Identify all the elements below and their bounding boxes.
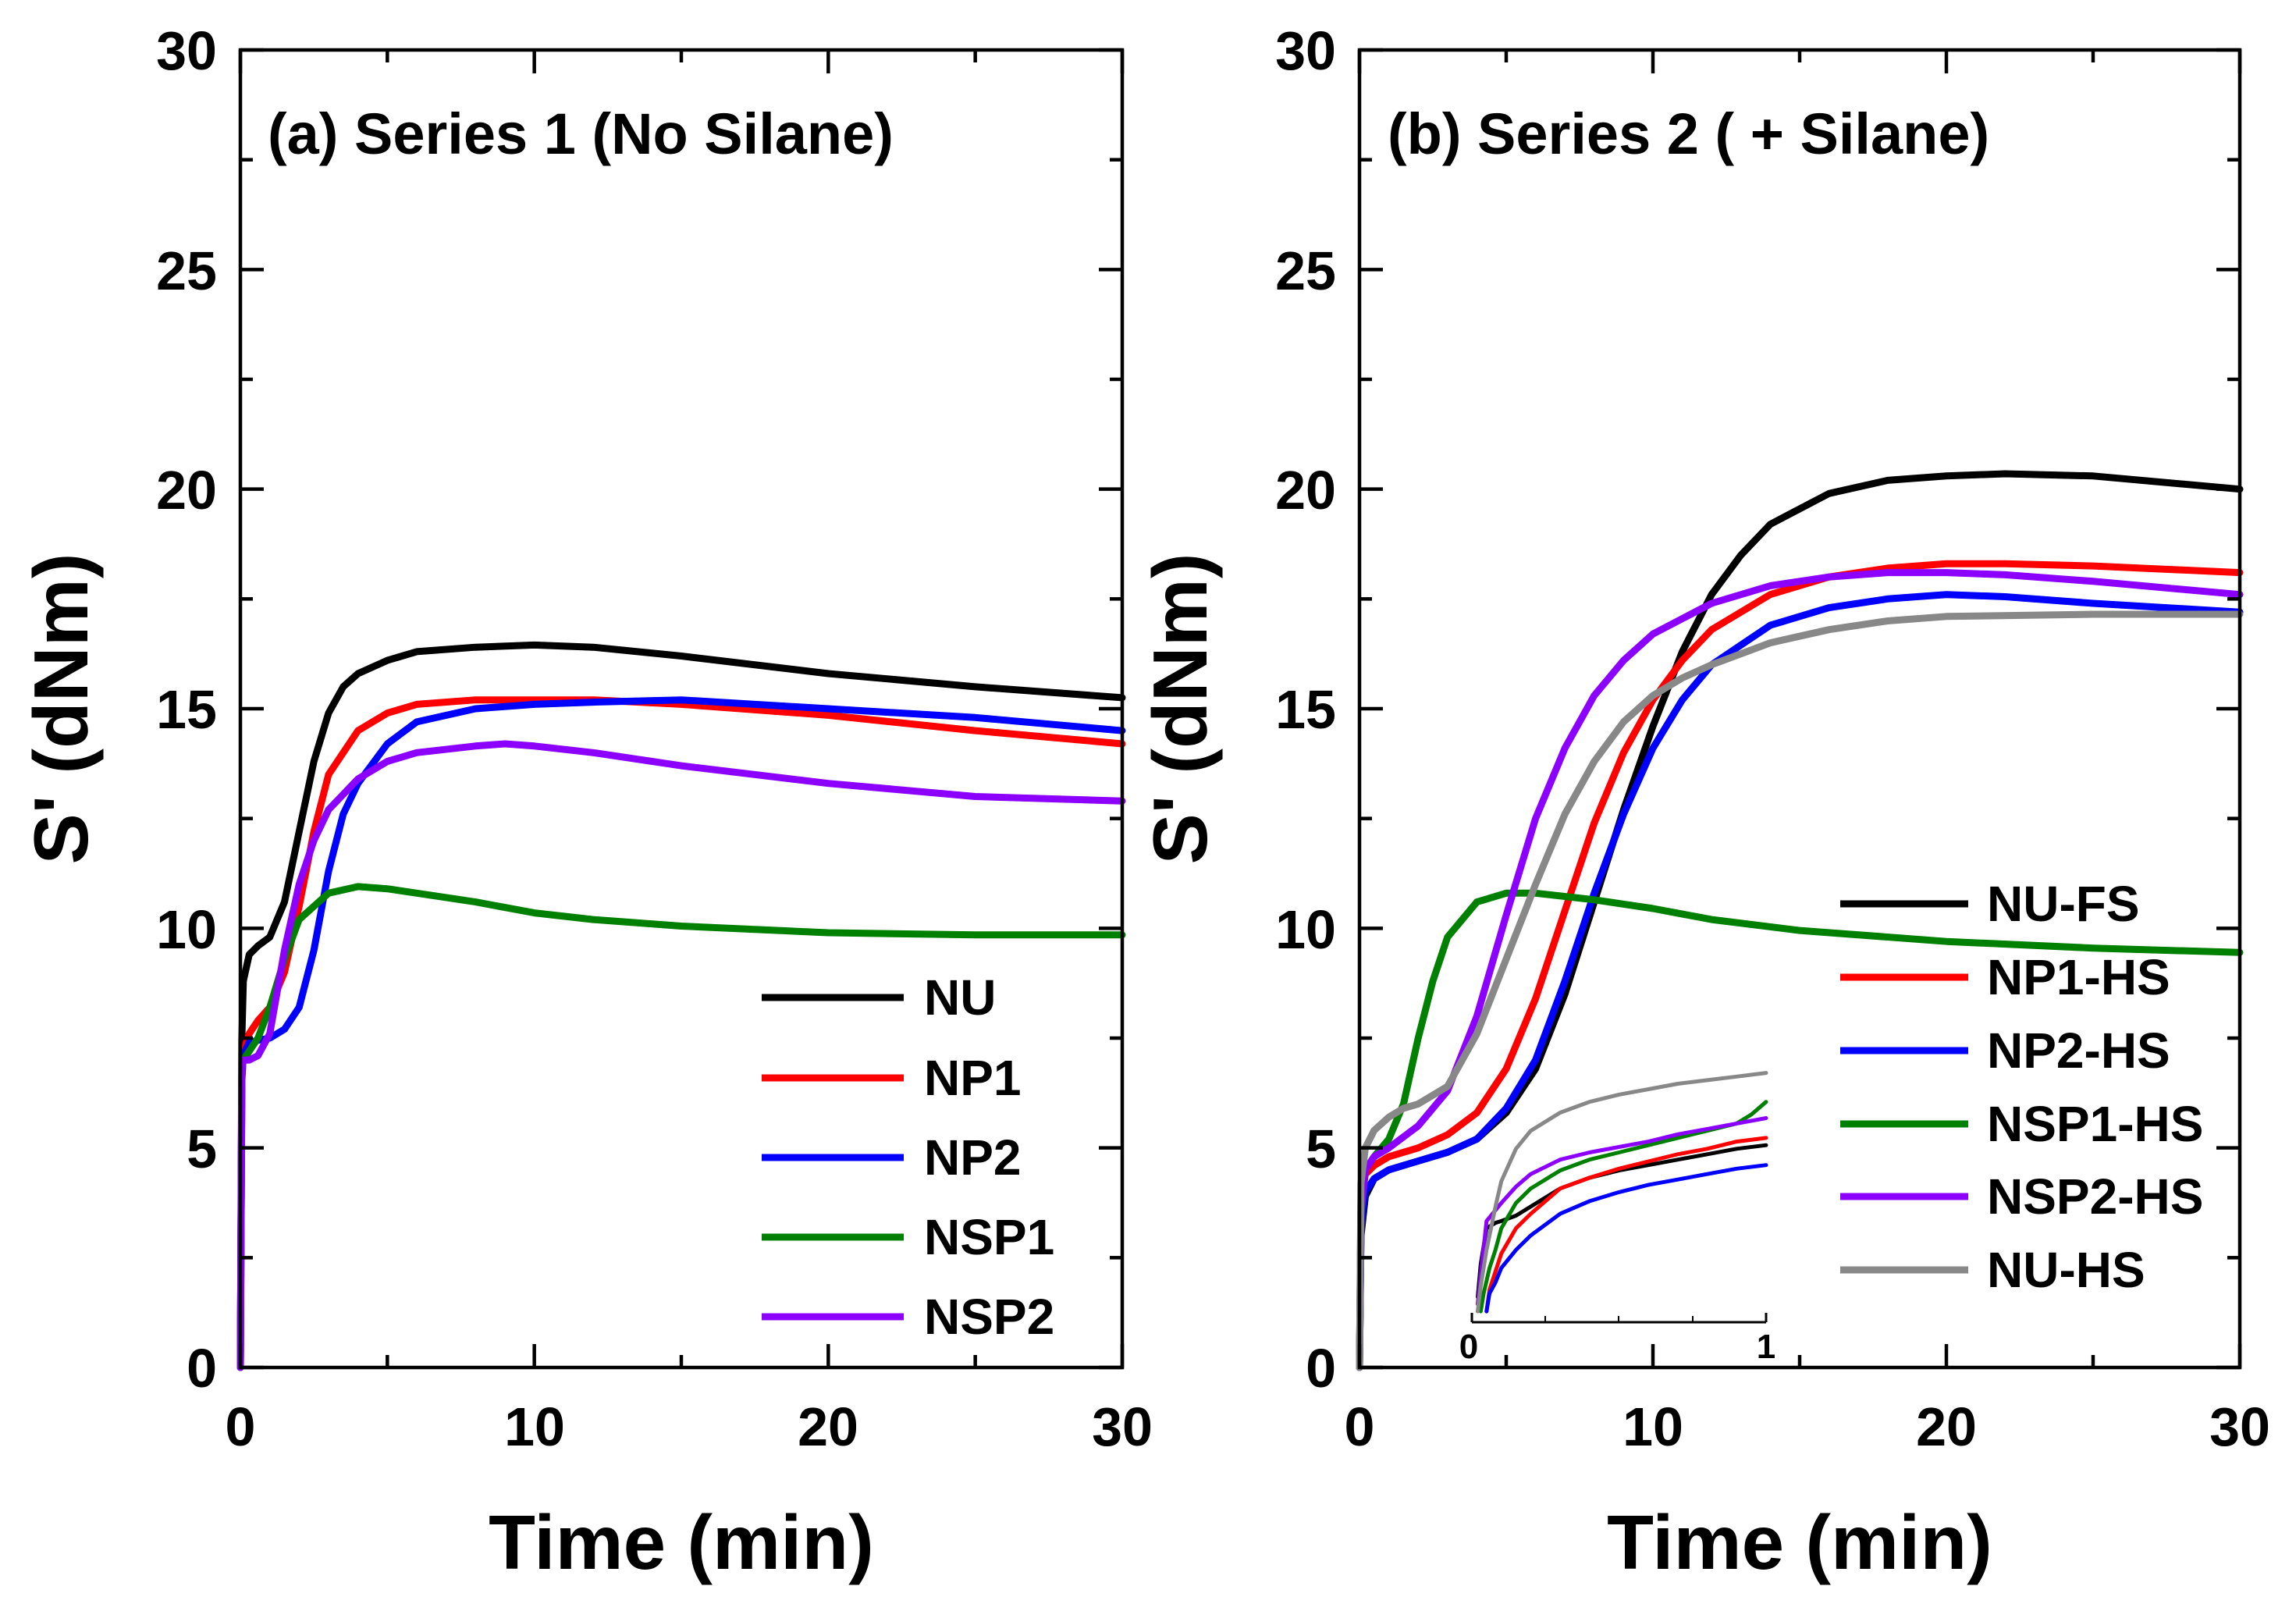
legend-label-nu: NU [924, 969, 996, 1026]
panel-b-inset-x-tick-label: 0 [1459, 1328, 1478, 1366]
panel-a-y-tick-label: 5 [187, 1118, 217, 1179]
panel-a-y-tick-label: 15 [156, 679, 217, 740]
panel-a-x-axis-title: Time (min) [489, 1499, 874, 1585]
series-line-np2-hs [1356, 591, 2244, 1371]
legend-label-nu-hs: NU-HS [1987, 1242, 2145, 1298]
inset-series-line-nsp2-hs [1476, 1116, 1768, 1307]
panel-b-y-tick-labels: 0 5 10 15 20 25 30 [1275, 20, 1336, 1399]
panel-b-y-tick-label: 20 [1275, 460, 1336, 521]
series-line-nu [236, 641, 1126, 1371]
series-line-nsp2 [236, 740, 1126, 1371]
panel-a-y-tick-label: 30 [156, 20, 217, 81]
panel-b-legend: NU-FS NP1-HS NP2-HS NSP1-HS NSP2-HS NU-H… [1840, 876, 2203, 1298]
legend-label-nsp1: NSP1 [924, 1209, 1054, 1265]
panel-a-y-tick-label: 0 [187, 1338, 217, 1399]
panel-b-y-tick-label: 25 [1275, 240, 1336, 301]
panel-b-x-tick-label: 20 [1916, 1396, 1977, 1457]
panel-b-y-tick-label: 10 [1275, 899, 1336, 960]
panel-b-ticks [1357, 48, 2242, 1370]
panel-a-y-axis-title: S' (dNm) [18, 553, 104, 865]
panel-b-y-tick-label: 5 [1306, 1118, 1336, 1179]
panel-a: 0 5 10 15 20 25 30 0 10 20 30 (a) Series… [18, 20, 1153, 1585]
panel-b-y-axis-title: S' (dNm) [1137, 553, 1223, 865]
legend-label-np2: NP2 [924, 1129, 1022, 1186]
series-line-nsp2-hs [1356, 569, 2244, 1371]
panel-b-series [1356, 470, 2244, 1371]
legend-label-nsp2: NSP2 [924, 1289, 1054, 1345]
panel-a-y-tick-labels: 0 5 10 15 20 25 30 [156, 20, 217, 1399]
legend-label-nu-fs: NU-FS [1987, 876, 2140, 932]
panel-a-series [236, 641, 1126, 1371]
legend-label-np2-hs: NP2-HS [1987, 1022, 2170, 1079]
panel-b-y-tick-label: 30 [1275, 20, 1336, 81]
legend-label-nsp2-hs: NSP2-HS [1987, 1168, 2203, 1225]
legend-label-np1: NP1 [924, 1050, 1022, 1106]
panel-b-y-tick-label: 0 [1306, 1338, 1336, 1399]
series-line-np1-hs [1356, 560, 2244, 1371]
panel-a-x-tick-label: 30 [1092, 1396, 1153, 1457]
series-line-nu-hs [1356, 610, 2244, 1371]
legend-label-nsp1-hs: NSP1-HS [1987, 1096, 2203, 1152]
panel-b: 0 5 10 15 20 25 30 0 10 20 30 (b) Series… [1137, 20, 2270, 1585]
panel-a-ticks [238, 48, 1125, 1370]
panel-b-x-tick-label: 0 [1345, 1396, 1375, 1457]
panel-b-x-tick-label: 30 [2209, 1396, 2270, 1457]
panel-a-legend: NU NP1 NP2 NSP1 NSP2 [762, 969, 1054, 1345]
panel-b-x-axis-title: Time (min) [1607, 1499, 1992, 1585]
panel-a-x-tick-label: 20 [798, 1396, 858, 1457]
panel-b-y-tick-label: 15 [1275, 679, 1336, 740]
panel-a-y-tick-label: 10 [156, 899, 217, 960]
panel-a-x-tick-label: 0 [226, 1396, 256, 1457]
panel-a-title: (a) Series 1 (No Silane) [268, 101, 894, 166]
legend-label-np1-hs: NP1-HS [1987, 949, 2170, 1005]
panel-b-inset: 0 1 [1459, 1071, 1775, 1366]
panel-b-inset-series [1476, 1071, 1768, 1314]
panel-b-inset-x-tick-label: 1 [1757, 1328, 1775, 1366]
inset-series-line-np1-hs [1484, 1136, 1768, 1314]
panel-a-x-tick-labels: 0 10 20 30 [226, 1396, 1153, 1457]
panel-b-x-tick-label: 10 [1622, 1396, 1683, 1457]
inset-series-line-nu-hs [1476, 1071, 1768, 1314]
series-line-nsp1 [236, 883, 1126, 1371]
panel-b-x-tick-labels: 0 10 20 30 [1345, 1396, 2270, 1457]
panel-a-x-tick-label: 10 [504, 1396, 565, 1457]
panel-b-title: (b) Series 2 ( + Silane) [1388, 101, 1989, 166]
inset-series-line-np2-hs [1484, 1163, 1768, 1314]
panel-a-y-tick-label: 25 [156, 240, 217, 301]
panel-a-y-tick-label: 20 [156, 460, 217, 521]
